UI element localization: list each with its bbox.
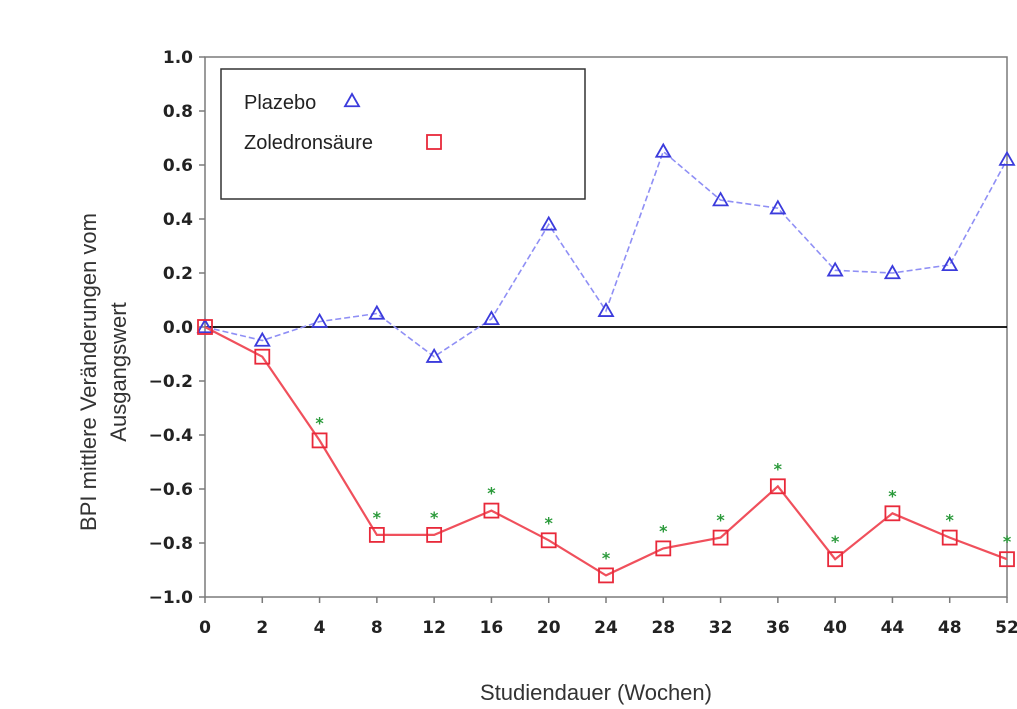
data-point <box>368 304 386 320</box>
series-zoledronsaeure: * * * * * * * * * * * * * <box>197 319 1015 584</box>
series-line <box>204 326 1008 577</box>
x-tick-label: 36 <box>766 618 790 638</box>
y-axis-title-line1: BPI mittlere Veränderungen vom <box>76 213 101 531</box>
y-tick-label: 0.2 <box>163 264 193 284</box>
significance-marker: * <box>373 508 382 527</box>
significance-marker: * <box>430 508 439 527</box>
x-tick-label: 2 <box>256 618 268 638</box>
data-point <box>196 318 214 334</box>
significance-marker: * <box>487 484 496 503</box>
x-tick-label: 40 <box>823 618 847 638</box>
legend-marker-triangle <box>343 92 361 108</box>
data-point <box>769 478 786 495</box>
x-tick-label: 28 <box>651 618 675 638</box>
data-point <box>540 532 557 549</box>
x-tick-label: 0 <box>199 618 211 638</box>
data-point <box>827 551 844 568</box>
legend-box <box>220 68 586 200</box>
data-point <box>769 199 787 215</box>
x-tick-label: 24 <box>594 618 618 638</box>
data-point <box>254 348 271 365</box>
series-layer: * * * * * * * * * * * * * <box>196 142 1016 584</box>
x-tick-label: 44 <box>881 618 905 638</box>
x-tick-label: 12 <box>422 618 446 638</box>
data-point <box>311 312 329 328</box>
x-tick-label: 32 <box>709 618 733 638</box>
data-point <box>884 505 901 522</box>
data-point <box>999 551 1015 568</box>
data-point <box>654 142 672 158</box>
x-tick-label: 20 <box>537 618 561 638</box>
legend-label-plazebo: Plazebo <box>244 92 316 114</box>
significance-marker: * <box>602 548 611 567</box>
axes: 1.0 0.8 0.6 0.4 0.2 0.0 −0.2 −0.4 −0.6 −0.8 −1.00 2… <box>149 48 1017 638</box>
y-tick-label: −0.2 <box>149 372 193 392</box>
data-point <box>998 150 1016 166</box>
y-tick-label: −0.6 <box>149 480 193 500</box>
data-point <box>883 264 901 280</box>
data-point <box>598 567 614 584</box>
data-point <box>712 529 729 546</box>
legend-label-zoledronsaeure: Zoledronsäure <box>244 132 373 154</box>
series-plazebo <box>196 142 1016 363</box>
significance-marker: * <box>659 521 668 540</box>
significance-marker: * <box>716 511 725 530</box>
x-tick-label: 16 <box>480 618 504 638</box>
y-tick-label: −0.8 <box>149 534 193 554</box>
data-point <box>597 301 615 317</box>
y-axis-title-line2: Ausgangswert <box>106 302 131 441</box>
y-tick-label: 0.4 <box>163 210 193 230</box>
data-point <box>826 261 844 277</box>
significance-marker: * <box>946 511 955 530</box>
data-point <box>712 191 730 207</box>
x-tick-label: 4 <box>314 618 326 638</box>
data-point <box>311 432 328 449</box>
y-tick-label: −1.0 <box>149 588 194 608</box>
significance-marker: * <box>545 513 554 532</box>
data-point <box>655 540 672 557</box>
significance-marker: * <box>774 459 783 478</box>
significance-marker: * <box>1003 532 1012 551</box>
y-tick-label: 0.8 <box>163 102 193 122</box>
y-tick-label: −0.4 <box>149 426 194 446</box>
x-axis-title: Studiendauer (Wochen) <box>480 680 712 705</box>
data-point <box>941 256 959 272</box>
data-point <box>426 527 443 543</box>
x-tick-label: 52 <box>995 618 1017 638</box>
data-point <box>540 215 558 231</box>
significance-marker: * <box>831 532 840 551</box>
y-tick-label: 0.6 <box>163 156 193 176</box>
significance-marker: * <box>888 486 897 505</box>
data-point <box>253 331 271 347</box>
series-line <box>204 150 1008 358</box>
x-tick-label: 8 <box>371 618 383 638</box>
data-point <box>368 527 385 543</box>
data-point <box>482 310 500 326</box>
y-tick-label: 0.0 <box>163 318 193 338</box>
data-point <box>483 502 500 519</box>
y-tick-label: 1.0 <box>163 48 193 68</box>
legend-marker-square <box>426 134 442 150</box>
data-point <box>941 529 958 546</box>
x-tick-label: 48 <box>938 618 962 638</box>
legend: Plazebo Zoledronsäure <box>220 68 586 200</box>
data-point <box>197 319 213 335</box>
y-axis-title: BPI mittlere Veränderungen vom Ausgangsw… <box>76 213 131 531</box>
significance-marker: * <box>315 413 324 432</box>
data-point <box>425 347 443 363</box>
